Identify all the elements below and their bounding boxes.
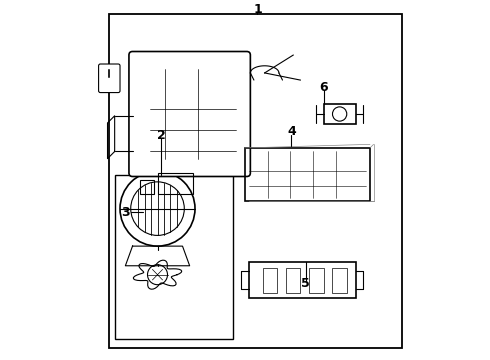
Bar bbox=[140, 180, 154, 194]
Bar bbox=[263, 267, 277, 293]
Bar bbox=[109, 14, 402, 348]
Text: 6: 6 bbox=[319, 81, 328, 94]
Text: 3: 3 bbox=[121, 206, 130, 219]
FancyBboxPatch shape bbox=[129, 51, 250, 176]
Bar bbox=[245, 148, 370, 202]
Bar bbox=[323, 104, 356, 124]
Text: 2: 2 bbox=[157, 129, 166, 142]
Bar bbox=[115, 175, 232, 339]
Text: 5: 5 bbox=[301, 277, 310, 290]
Text: 1: 1 bbox=[253, 3, 262, 16]
FancyBboxPatch shape bbox=[98, 64, 120, 93]
Bar bbox=[248, 262, 356, 298]
Bar bbox=[157, 173, 193, 194]
Bar bbox=[333, 267, 347, 293]
Text: 4: 4 bbox=[287, 125, 296, 138]
Bar bbox=[286, 267, 300, 293]
Bar bbox=[309, 267, 323, 293]
